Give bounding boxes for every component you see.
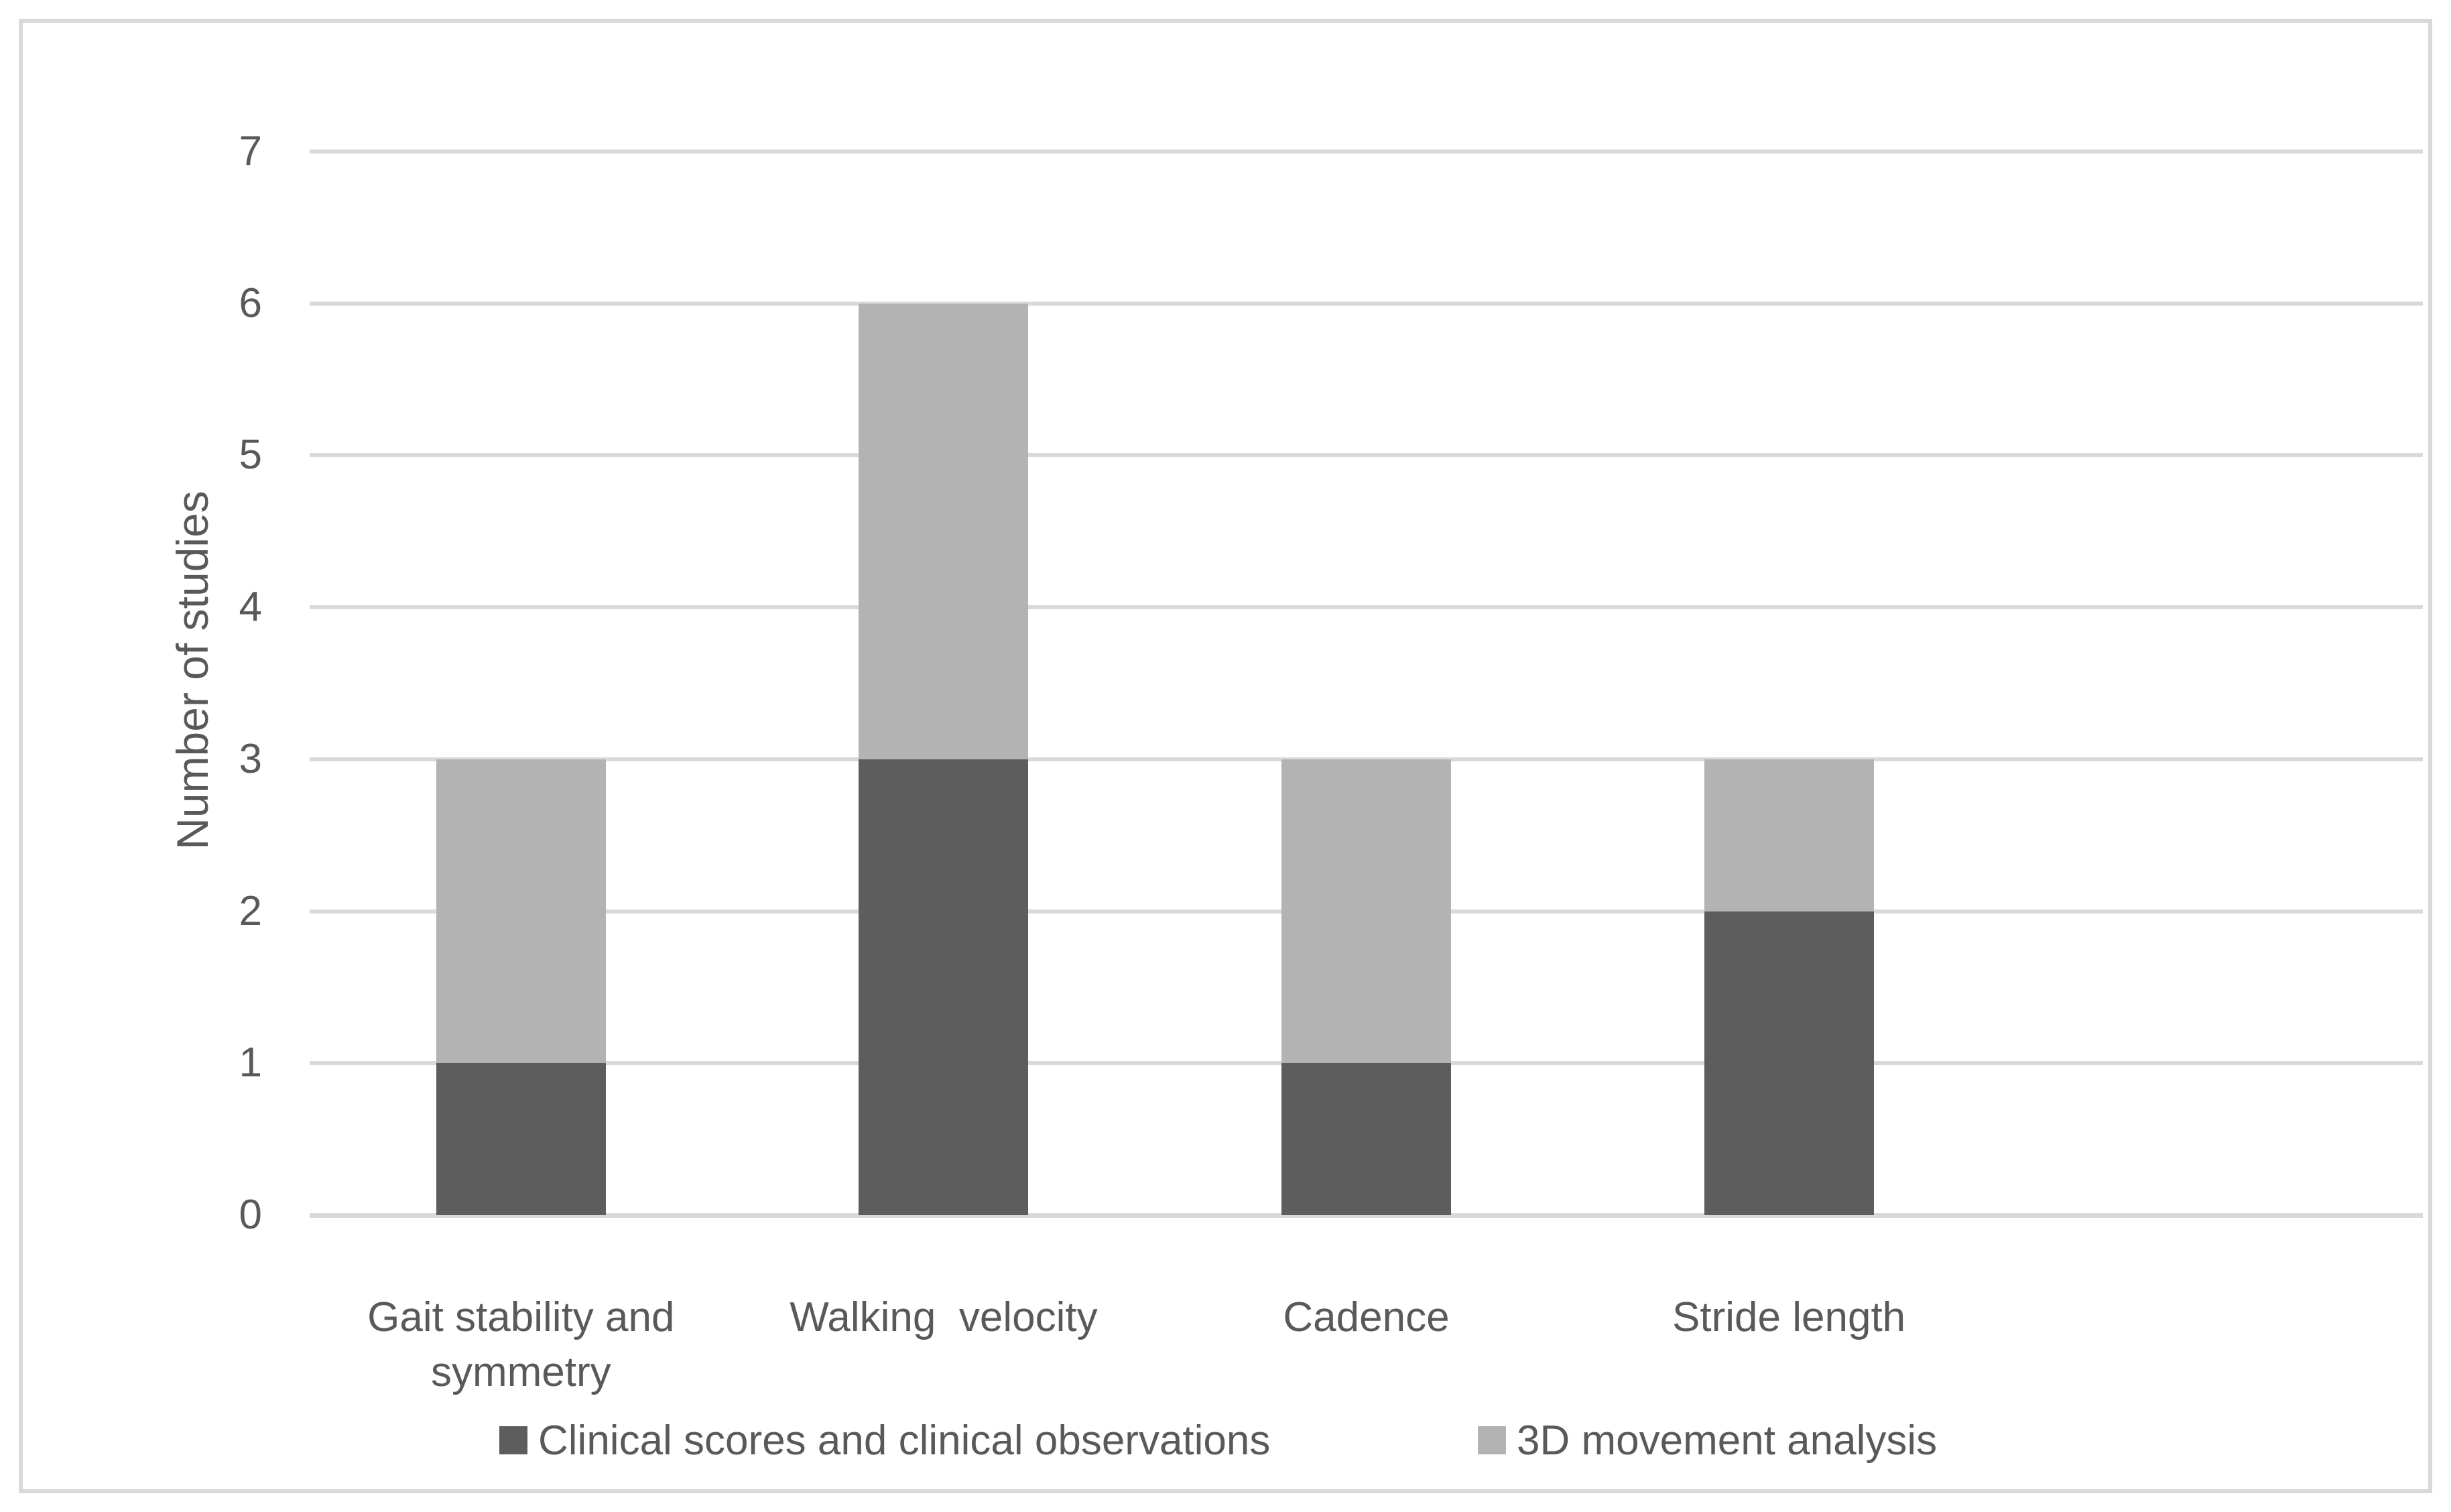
legend-swatch-1 [1478,1426,1506,1454]
x-axis-line [310,1213,2423,1218]
legend-label-1: 3D movement analysis [1517,1417,1938,1464]
y-axis-title: Number of studies [168,491,217,850]
bar-segment-series-1-category-0 [436,759,606,1064]
x-category-label: Cadence [1283,1294,1450,1340]
figure-border [19,19,2432,1493]
bar-segment-series-0-category-1 [859,759,1029,1215]
bar-segment-series-0-category-0 [436,1063,606,1215]
bar-segment-series-1-category-2 [1281,759,1451,1064]
bar-segment-series-0-category-2 [1281,1063,1451,1215]
y-tick-label: 5 [239,432,262,479]
legend-item-0: Clinical scores and clinical observation… [499,1417,1271,1464]
y-tick-label: 3 [239,735,262,782]
x-category-label: Walking velocity [790,1294,1098,1340]
bar-segment-series-1-category-3 [1704,759,1874,911]
bar-segment-series-1-category-1 [859,303,1029,759]
legend-item-1: 3D movement analysis [1478,1417,1938,1464]
y-tick-label: 6 [239,279,262,326]
y-tick-label: 2 [239,887,262,934]
gridline [310,301,2423,306]
x-category-label: Gait stability and symmetry [367,1294,675,1395]
y-tick-label: 4 [239,584,262,631]
x-category-label: Stride length [1672,1294,1906,1340]
legend-swatch-0 [499,1426,527,1454]
y-tick-label: 0 [239,1192,262,1238]
gridline [310,605,2423,610]
y-tick-label: 7 [239,128,262,174]
gridline [310,453,2423,458]
y-tick-label: 1 [239,1040,262,1086]
gridline [310,149,2423,153]
legend-label-0: Clinical scores and clinical observation… [538,1417,1271,1464]
bar-segment-series-0-category-3 [1704,911,1874,1215]
